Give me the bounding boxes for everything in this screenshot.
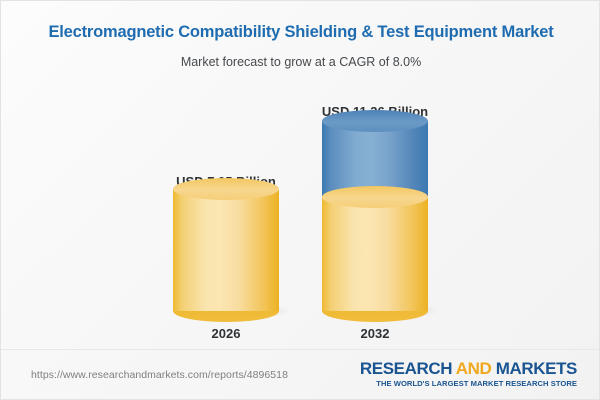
footer-divider — [1, 349, 599, 350]
research-and-markets-logo[interactable]: RESEARCH AND MARKETS THE WORLD'S LARGEST… — [359, 359, 578, 388]
report-url[interactable]: https://www.researchandmarkets.com/repor… — [31, 369, 288, 381]
cylinder-mid-cap-2032 — [322, 186, 428, 208]
logo-word-research: RESEARCH — [359, 359, 456, 378]
cylinder-segment-growth-2032 — [322, 110, 428, 197]
logo-word-markets: MARKETS — [491, 359, 578, 378]
category-label-2032: 2032 — [360, 326, 390, 341]
logo-tagline: THE WORLD'S LARGEST MARKET RESEARCH STOR… — [376, 379, 577, 388]
cylinder-segment-base-2026 — [173, 178, 279, 322]
cylinder-body-base-2032 — [322, 197, 428, 311]
page-title: Electromagnetic Compatibility Shielding … — [48, 23, 554, 41]
page-subtitle: Market forecast to grow at a CAGR of 8.0… — [180, 55, 422, 69]
cylinder-top-cap-2026 — [173, 178, 279, 200]
cylinder-top-cap-2032 — [322, 110, 428, 132]
cylinder-body-growth-2032 — [322, 121, 428, 197]
cylinder-2032 — [322, 110, 438, 322]
logo-wordmark: RESEARCH AND MARKETS — [359, 359, 578, 378]
cylinder-body-2026 — [173, 189, 279, 311]
category-label-2026: 2026 — [211, 326, 241, 341]
logo-word-and: AND — [455, 359, 492, 378]
cylinder-2026 — [173, 178, 289, 322]
cylinder-segment-base-2032 — [322, 186, 428, 322]
chart-plot-area: USD 7.05 Billion 2026 USD 11.36 Billion — [1, 81, 599, 341]
